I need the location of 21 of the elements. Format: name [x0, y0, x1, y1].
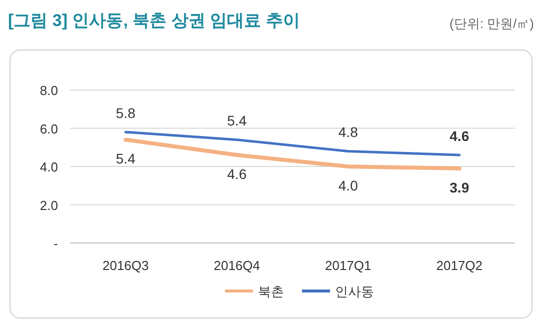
y-tick-label: 8.0 — [40, 83, 58, 98]
data-label: 4.6 — [450, 128, 470, 144]
data-label: 5.4 — [116, 150, 136, 167]
x-tick-label: 2016Q3 — [102, 258, 149, 273]
data-label: 5.8 — [116, 105, 136, 122]
chart-title: [그림 3] 인사동, 북촌 상권 임대료 추이 — [8, 11, 300, 30]
text: (단위: 만원/㎡) — [450, 16, 534, 31]
data-label: 4.8 — [338, 124, 358, 140]
legend-label: 인사동 — [335, 284, 374, 299]
data-label: 3.9 — [450, 179, 470, 196]
y-tick-label: 6.0 — [40, 121, 58, 136]
y-tick-label: 4.0 — [40, 160, 58, 174]
x-tick-label: 2017Q2 — [436, 258, 483, 273]
data-label: 4.0 — [338, 178, 358, 194]
data-label: 5.4 — [227, 112, 247, 129]
x-tick-label: 2016Q4 — [214, 258, 260, 273]
y-tick-label: 2.0 — [40, 198, 58, 213]
x-tick-label: 2017Q1 — [324, 258, 372, 273]
data-label: 4.6 — [227, 166, 247, 182]
legend-label: 북촌 — [258, 284, 284, 299]
y-tick-label: - — [54, 236, 58, 251]
